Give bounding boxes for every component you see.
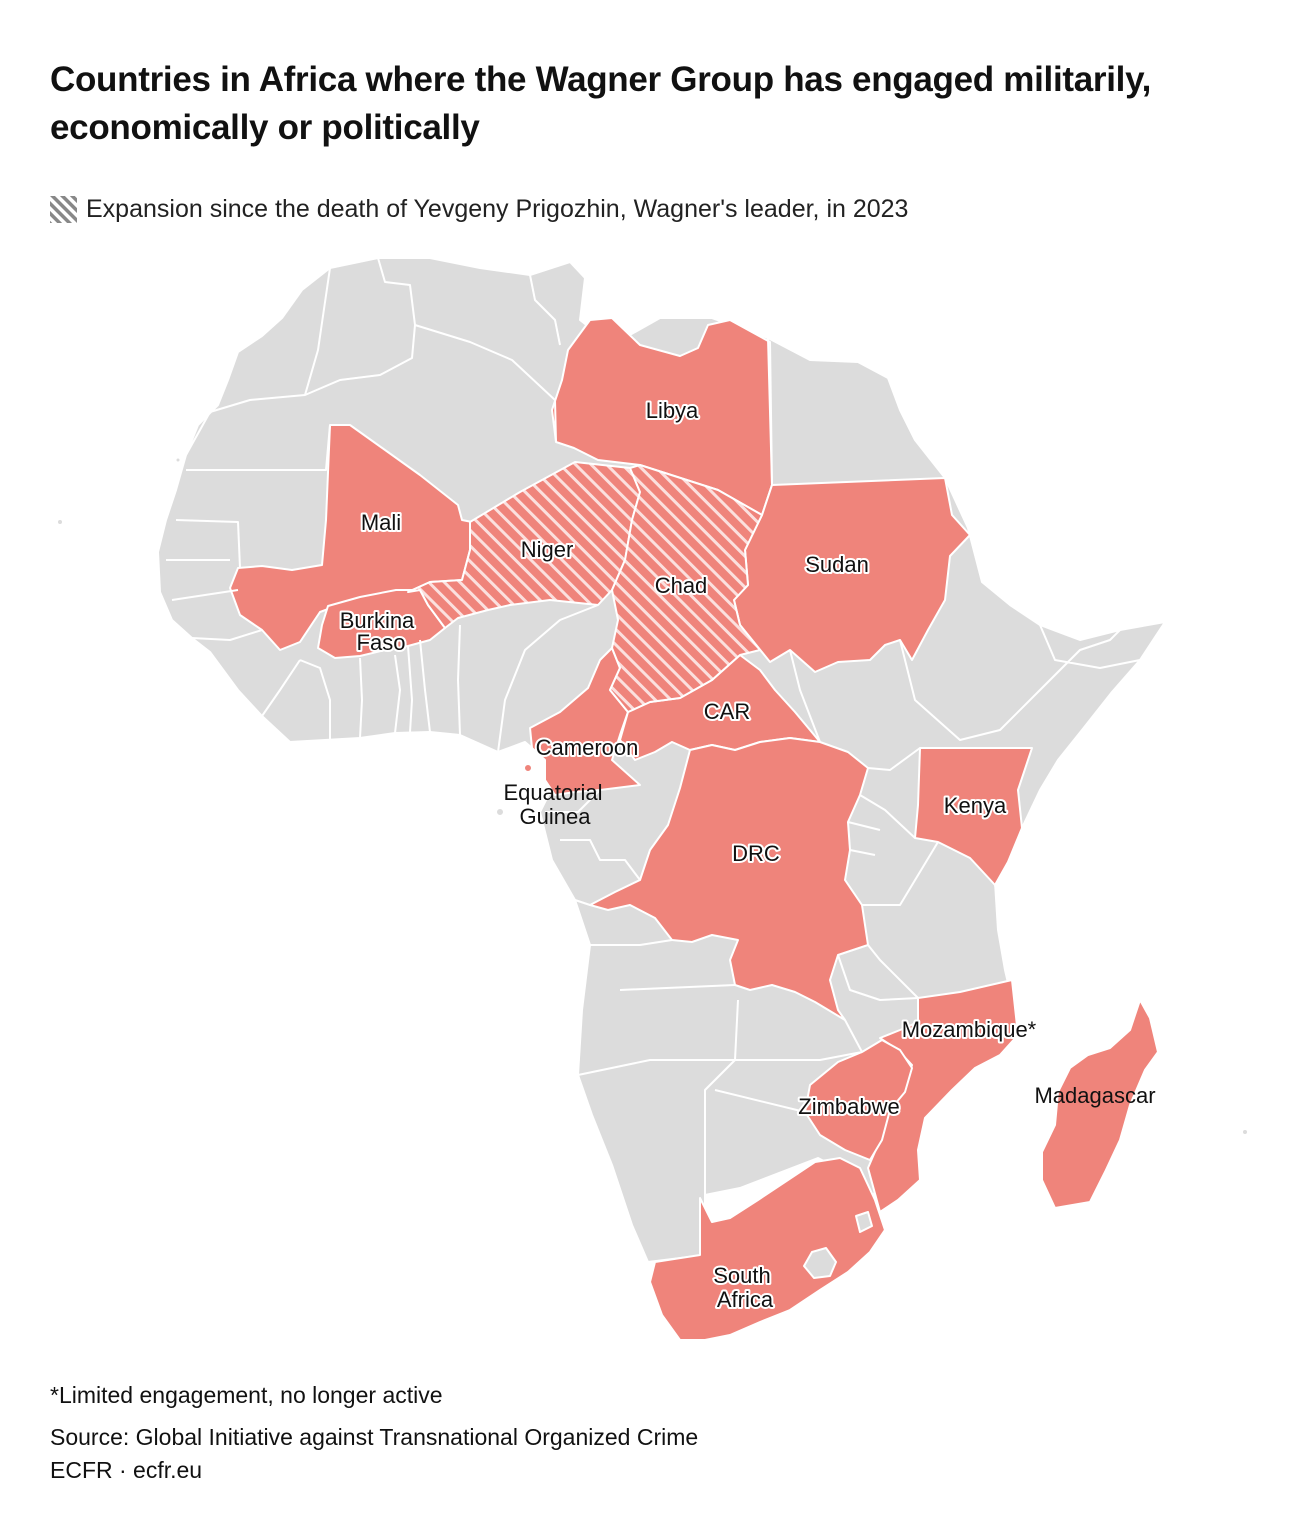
label-burkina-faso-line2: Faso <box>357 630 406 655</box>
label-south-africa-line2: Africa <box>717 1287 774 1312</box>
africa-map: Libya Mali Niger Chad Sudan Burkina Faso… <box>56 257 1249 1341</box>
legend: Expansion since the death of Yevgeny Pri… <box>50 191 908 227</box>
chart-title: Countries in Africa where the Wagner Gro… <box>50 60 1152 147</box>
source-note: Source: Global Initiative against Transn… <box>50 1424 699 1450</box>
label-sudan: Sudan <box>805 552 869 577</box>
island-bioko <box>495 807 505 817</box>
label-mozambique: Mozambique* <box>902 1017 1037 1042</box>
label-drc: DRC <box>732 841 780 866</box>
label-south-africa-line1: South <box>713 1263 771 1288</box>
country-drc <box>589 737 869 1021</box>
island-cameroon-coast <box>523 763 533 773</box>
publisher-credit: ECFR · ecfr.eu <box>50 1457 203 1483</box>
country-south-africa <box>649 1157 886 1341</box>
label-madagascar: Madagascar <box>1034 1083 1155 1108</box>
country-burkina-faso <box>317 589 446 659</box>
label-mali: Mali <box>361 510 401 535</box>
country-eswatini <box>855 1211 873 1233</box>
island-canary <box>174 456 182 464</box>
country-chad <box>609 464 763 713</box>
country-zimbabwe <box>804 1039 913 1161</box>
country-madagascar <box>1041 999 1159 1209</box>
country-lesotho <box>803 1247 837 1279</box>
island-reunion <box>1241 1128 1249 1136</box>
label-libya: Libya <box>646 398 699 423</box>
label-zimbabwe: Zimbabwe <box>798 1094 899 1119</box>
label-equatorial-guinea-line2: Guinea <box>520 804 592 829</box>
island-cape-verde <box>56 518 64 526</box>
label-cameroon: Cameroon <box>536 735 639 760</box>
label-niger: Niger <box>521 537 574 562</box>
label-kenya: Kenya <box>944 793 1007 818</box>
footnote: *Limited engagement, no longer active <box>50 1382 443 1408</box>
label-chad: Chad <box>655 573 708 598</box>
label-car: CAR <box>704 699 750 724</box>
label-equatorial-guinea-line1: Equatorial <box>503 780 602 805</box>
border-lines <box>166 257 1141 1195</box>
label-burkina-faso-line1: Burkina <box>340 608 415 633</box>
legend-label: Expansion since the death of Yevgeny Pri… <box>86 194 909 223</box>
hatch-swatch-icon <box>50 195 77 223</box>
